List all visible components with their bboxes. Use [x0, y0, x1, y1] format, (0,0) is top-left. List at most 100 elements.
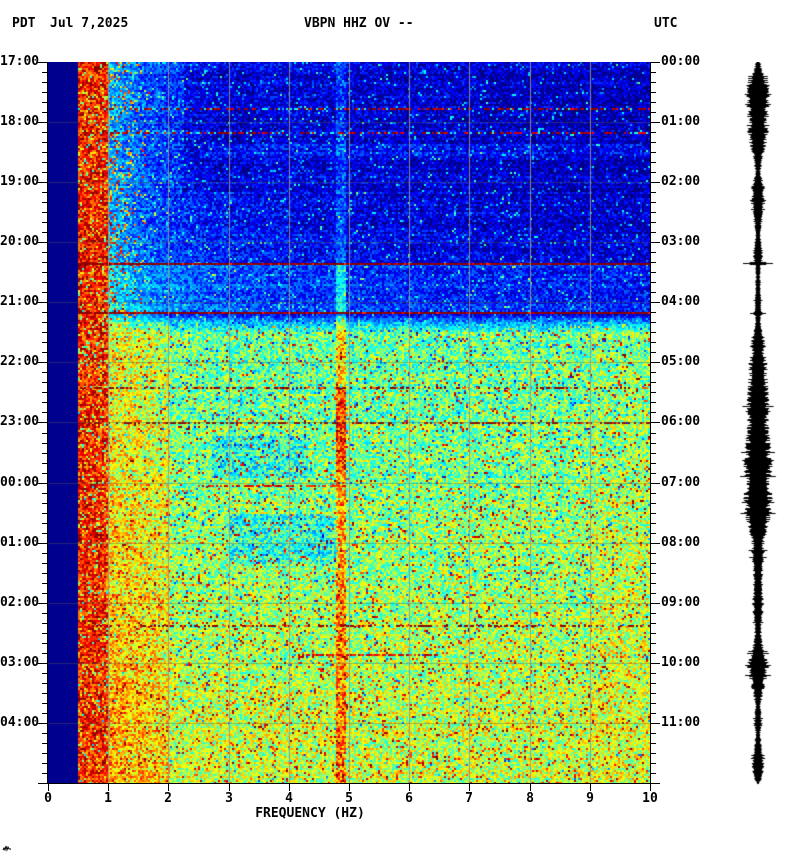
time-label-left: 23:00 [0, 414, 40, 429]
right-tick [651, 603, 660, 604]
left-tick [42, 232, 47, 233]
freq-tick-label: 2 [164, 791, 172, 806]
freq-axis-title: FREQUENCY (HZ) [255, 806, 365, 821]
left-tick [42, 773, 47, 774]
time-label-left: 03:00 [0, 655, 40, 670]
time-label-left: 20:00 [0, 234, 40, 249]
right-tick [651, 453, 656, 454]
left-tick [38, 122, 47, 123]
right-tick [651, 272, 656, 273]
right-tick [651, 412, 656, 413]
left-tick [42, 112, 47, 113]
right-tick [651, 82, 656, 83]
right-tick [651, 262, 656, 263]
right-tick [651, 663, 660, 664]
left-tick [42, 743, 47, 744]
left-tick [42, 733, 47, 734]
right-tick [651, 693, 656, 694]
right-tick [651, 783, 660, 784]
left-tick [42, 713, 47, 714]
left-tick [42, 583, 47, 584]
right-tick [651, 172, 656, 173]
freq-tick [229, 784, 230, 791]
left-tick [42, 753, 47, 754]
left-tick [42, 623, 47, 624]
time-label-left: 21:00 [0, 294, 40, 309]
time-label-right: 09:00 [661, 595, 701, 610]
right-tick [651, 142, 656, 143]
left-tick [42, 443, 47, 444]
right-tick [651, 753, 656, 754]
time-label-right: 02:00 [661, 174, 701, 189]
left-tick [42, 72, 47, 73]
right-tick [651, 62, 660, 63]
right-tick [651, 513, 656, 514]
left-tick [42, 392, 47, 393]
corner-mark [2, 845, 11, 852]
freq-tick-label: 1 [104, 791, 112, 806]
right-tick [651, 422, 660, 423]
freq-tick-label: 4 [285, 791, 293, 806]
time-label-right: 10:00 [661, 655, 701, 670]
left-tick [42, 573, 47, 574]
freq-tick [108, 784, 109, 791]
right-tick [651, 72, 656, 73]
left-tick [42, 332, 47, 333]
right-tick [651, 292, 656, 293]
freq-tick-label: 8 [526, 791, 534, 806]
left-tick [42, 252, 47, 253]
right-tick [651, 563, 656, 564]
right-tick [651, 282, 656, 283]
right-tick [651, 302, 660, 303]
time-label-right: 05:00 [661, 354, 701, 369]
right-tick [651, 122, 660, 123]
right-tick [651, 362, 660, 363]
right-tick [651, 322, 656, 323]
freq-tick-label: 0 [44, 791, 52, 806]
time-label-right: 08:00 [661, 535, 701, 550]
right-tick [651, 312, 656, 313]
left-tick [38, 62, 47, 63]
time-label-left: 18:00 [0, 114, 40, 129]
time-label-left: 01:00 [0, 535, 40, 550]
right-tick [651, 653, 656, 654]
left-tick [42, 202, 47, 203]
right-tick [651, 473, 656, 474]
time-label-left: 02:00 [0, 595, 40, 610]
left-tick [42, 763, 47, 764]
freq-tick [289, 784, 290, 791]
freq-tick [349, 784, 350, 791]
timezone-left-label: PDT [12, 16, 36, 31]
right-tick [651, 182, 660, 183]
time-label-right: 07:00 [661, 475, 701, 490]
left-tick [42, 473, 47, 474]
right-tick [651, 583, 656, 584]
left-tick [42, 82, 47, 83]
left-tick [42, 653, 47, 654]
left-tick [38, 422, 47, 423]
freq-tick-label: 10 [642, 791, 658, 806]
time-label-right: 04:00 [661, 294, 701, 309]
freq-tick-label: 3 [225, 791, 233, 806]
time-label-left: 00:00 [0, 475, 40, 490]
right-tick [651, 402, 656, 403]
time-label-left: 22:00 [0, 354, 40, 369]
right-tick [651, 252, 656, 253]
left-tick [42, 673, 47, 674]
left-tick [38, 723, 47, 724]
right-tick [651, 613, 656, 614]
freq-tick [590, 784, 591, 791]
time-label-right: 03:00 [661, 234, 701, 249]
left-tick [42, 142, 47, 143]
freq-tick [530, 784, 531, 791]
right-tick [651, 593, 656, 594]
left-tick [42, 523, 47, 524]
station-title: VBPN HHZ OV -- [304, 16, 414, 31]
left-tick [38, 603, 47, 604]
right-tick [651, 623, 656, 624]
right-tick [651, 703, 656, 704]
time-label-left: 17:00 [0, 54, 40, 69]
left-tick [42, 172, 47, 173]
seismogram-trace-canvas [728, 62, 788, 786]
